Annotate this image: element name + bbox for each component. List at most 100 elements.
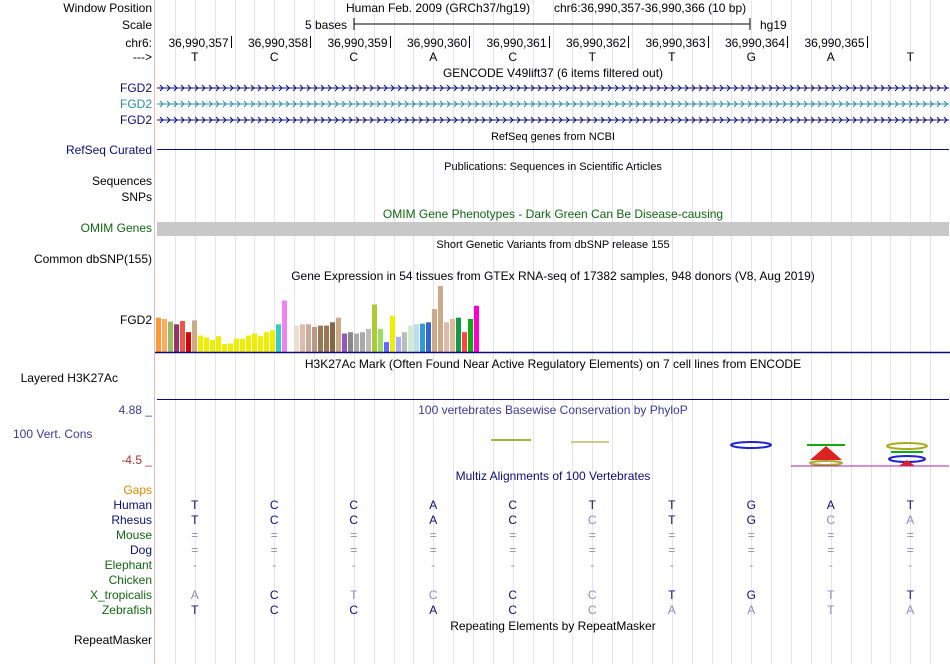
gtex-tissue-bar[interactable] — [426, 322, 431, 352]
gtex-tissue-bar[interactable] — [234, 338, 239, 352]
gtex-tissue-bar[interactable] — [174, 324, 179, 352]
aligned-base: - — [828, 558, 833, 572]
snps-label[interactable]: SNPs — [121, 190, 152, 204]
aligned-base: T — [588, 498, 596, 512]
species-label[interactable]: Human — [113, 498, 152, 512]
gtex-tissue-bar[interactable] — [444, 322, 449, 352]
gtex-tissue-bar[interactable] — [390, 315, 395, 352]
gtex-tissue-bar[interactable] — [210, 340, 215, 352]
gtex-tissue-bar[interactable] — [342, 333, 347, 352]
gtex-tissue-bar[interactable] — [366, 328, 371, 352]
gtex-tissue-bar[interactable] — [180, 320, 185, 352]
gtex-tissue-bar[interactable] — [198, 335, 203, 353]
species-label[interactable]: Rhesus — [111, 513, 152, 527]
gencode-track-title[interactable]: GENCODE V49lift37 (6 items filtered out) — [442, 66, 664, 80]
gtex-tissue-bar[interactable] — [330, 322, 335, 352]
gtex-tissue-bar[interactable] — [372, 304, 377, 352]
phylop-label[interactable]: 100 Vert. Cons — [13, 427, 93, 441]
species-label[interactable]: X_tropicalis — [89, 588, 152, 602]
gtex-tissue-bar[interactable] — [252, 333, 257, 352]
gtex-tissue-bar[interactable] — [306, 324, 311, 352]
gtex-tissue-bar[interactable] — [384, 342, 389, 352]
gtex-tissue-bar[interactable] — [468, 319, 473, 352]
gtex-tissue-bar[interactable] — [348, 332, 353, 352]
gtex-tissue-bar[interactable] — [402, 332, 407, 352]
publications-track-title[interactable]: Publications: Sequences in Scientific Ar… — [444, 161, 662, 173]
gtex-tissue-bar[interactable] — [204, 337, 209, 352]
repeatmasker-label[interactable]: RepeatMasker — [73, 633, 152, 647]
species-label[interactable]: Zebrafish — [101, 603, 152, 617]
gtex-tissue-bar[interactable] — [474, 305, 479, 352]
gtex-tissue-bar[interactable] — [420, 323, 425, 352]
gtex-tissue-bar[interactable] — [324, 325, 329, 352]
gtex-tissue-bar[interactable] — [462, 332, 467, 352]
refseq-label[interactable]: RefSeq Curated — [65, 143, 152, 157]
gtex-track-title[interactable]: Gene Expression in 54 tissues from GTEx … — [291, 269, 815, 283]
gtex-tissue-bar[interactable] — [354, 333, 359, 352]
gtex-tissue-bar[interactable] — [186, 332, 191, 352]
gaps-label[interactable]: Gaps — [123, 483, 152, 497]
gencode-transcript-line[interactable] — [157, 115, 949, 125]
gtex-tissue-bar[interactable] — [156, 317, 161, 352]
gtex-tissue-bar[interactable] — [228, 343, 233, 352]
gtex-tissue-bar[interactable] — [168, 321, 173, 352]
gtex-tissue-bar[interactable] — [276, 324, 281, 352]
aligned-base: = — [747, 543, 755, 557]
gtex-tissue-bar[interactable] — [294, 325, 299, 352]
species-label[interactable]: Elephant — [104, 558, 152, 572]
repeatmasker-track-title[interactable]: Repeating Elements by RepeatMasker — [450, 619, 656, 633]
refseq-gene-line[interactable] — [157, 149, 949, 150]
phylop-track-title[interactable]: 100 vertebrates Basewise Conservation by… — [418, 403, 688, 417]
species-label[interactable]: Dog — [129, 543, 152, 557]
gtex-tissue-bar[interactable] — [264, 332, 269, 352]
gencode-transcript-line[interactable] — [157, 83, 949, 93]
omim-feature-bar[interactable] — [157, 222, 949, 236]
gtex-label[interactable]: FGD2 — [119, 313, 152, 327]
omim-track-title[interactable]: OMIM Gene Phenotypes - Dark Green Can Be… — [382, 207, 724, 221]
gtex-tissue-bar[interactable] — [270, 330, 275, 352]
gtex-bar-chart[interactable] — [155, 284, 950, 354]
gtex-tissue-bar[interactable] — [408, 325, 413, 352]
gtex-tissue-bar[interactable] — [414, 324, 419, 352]
omim-label[interactable]: OMIM Genes — [80, 221, 152, 235]
gtex-tissue-bar[interactable] — [246, 335, 251, 353]
gtex-tissue-bar[interactable] — [378, 328, 383, 352]
phylop-logo[interactable] — [155, 432, 950, 470]
aligned-base: A — [906, 603, 915, 617]
species-label[interactable]: Mouse — [115, 528, 152, 542]
gtex-tissue-bar[interactable] — [432, 309, 437, 352]
species-label[interactable]: Chicken — [108, 573, 152, 587]
gtex-tissue-bar[interactable] — [258, 336, 263, 352]
sequences-label[interactable]: Sequences — [91, 174, 152, 188]
aligned-base: C — [349, 603, 359, 617]
gencode-item-label[interactable]: FGD2 — [119, 81, 152, 95]
gencode-transcript-line[interactable] — [157, 99, 949, 109]
h3k27ac-track-title[interactable]: H3K27Ac Mark (Often Found Near Active Re… — [304, 357, 802, 371]
gtex-tissue-bar[interactable] — [396, 336, 401, 352]
multiz-track-title[interactable]: Multiz Alignments of 100 Vertebrates — [455, 469, 651, 483]
gtex-tissue-bar[interactable] — [312, 326, 317, 352]
gtex-tissue-bar[interactable] — [456, 317, 461, 352]
gtex-tissue-bar[interactable] — [240, 338, 245, 352]
coordinate-tick — [469, 36, 470, 48]
refseq-track-title[interactable]: RefSeq genes from NCBI — [490, 131, 616, 143]
gtex-tissue-bar[interactable] — [222, 344, 227, 352]
gtex-tissue-bar[interactable] — [300, 324, 305, 352]
dbsnp-track-title[interactable]: Short Genetic Variants from dbSNP releas… — [436, 239, 670, 251]
gencode-item-label[interactable]: FGD2 — [119, 113, 152, 127]
gtex-tissue-bar[interactable] — [192, 320, 197, 352]
gtex-tissue-bar[interactable] — [318, 325, 323, 352]
gtex-tissue-bar[interactable] — [216, 336, 221, 352]
gtex-tissue-bar[interactable] — [438, 286, 443, 352]
gencode-item-label[interactable]: FGD2 — [119, 97, 152, 111]
gtex-tissue-bar[interactable] — [162, 319, 167, 352]
position-range[interactable]: chr6:36,990,357-36,990,366 (10 bp) — [554, 1, 747, 15]
gtex-tissue-bar[interactable] — [450, 319, 455, 352]
gtex-tissue-bar[interactable] — [282, 300, 287, 352]
gtex-tissue-bar[interactable] — [336, 317, 341, 352]
base-letter: C — [508, 50, 518, 64]
gtex-tissue-bar[interactable] — [360, 332, 365, 352]
dbsnp-label[interactable]: Common dbSNP(155) — [33, 252, 152, 266]
assembly-title[interactable]: Human Feb. 2009 (GRCh37/hg19) — [346, 1, 531, 15]
h3k27ac-label[interactable]: Layered H3K27Ac — [20, 371, 118, 385]
